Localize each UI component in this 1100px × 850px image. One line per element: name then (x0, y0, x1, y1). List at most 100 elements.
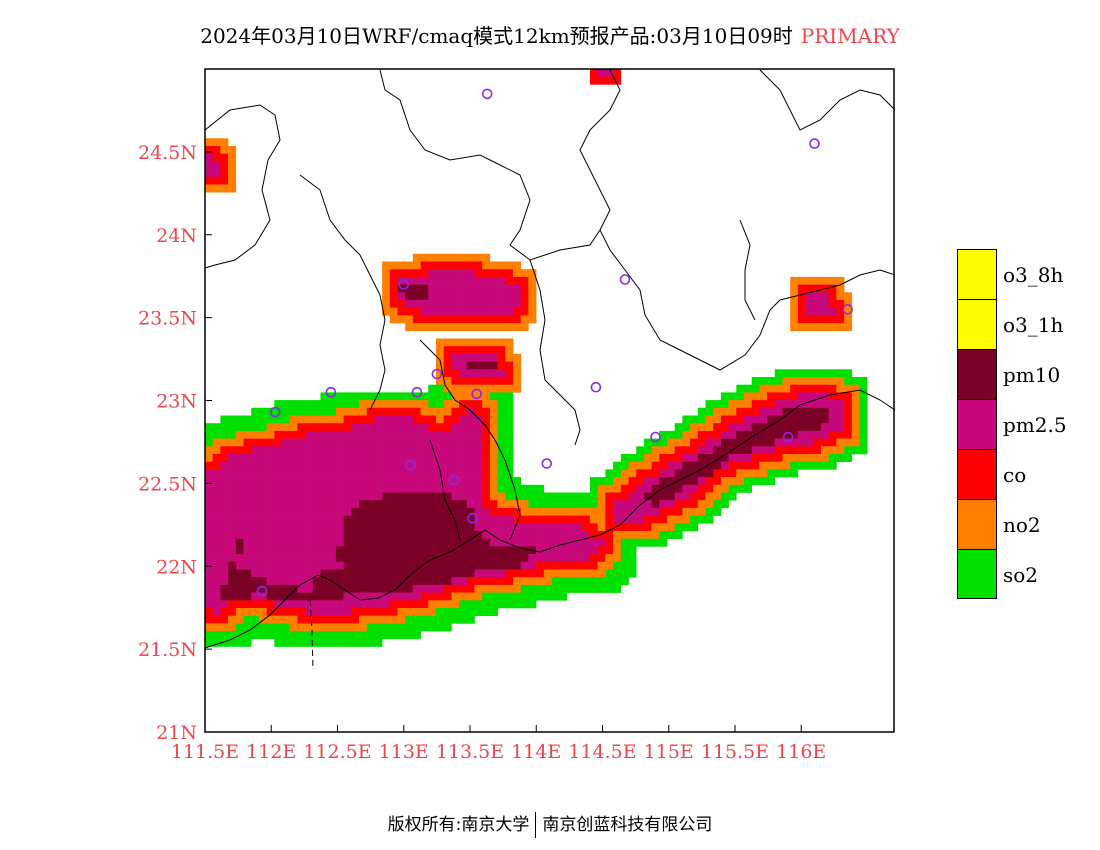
grid-cell-pm25 (335, 492, 344, 501)
grid-cell-no2 (497, 261, 506, 270)
grid-cell-so2 (274, 638, 283, 647)
grid-cell-pm10 (459, 507, 468, 516)
grid-cell-no2 (436, 253, 444, 262)
grid-cell-pm10 (682, 477, 691, 486)
grid-cell-pm10 (359, 531, 367, 539)
grid-cell-pm25 (482, 353, 491, 362)
grid-cell-co (774, 446, 783, 455)
grid-cell-no2 (482, 584, 491, 593)
grid-cell-no2 (821, 446, 829, 455)
grid-cell-so2 (590, 477, 598, 486)
grid-cell-co (505, 377, 514, 385)
province-boundary-north (204, 104, 281, 269)
grid-cell-pm25 (305, 477, 314, 486)
grid-cell-no2 (844, 307, 853, 316)
grid-cell-pm25 (289, 554, 298, 563)
grid-cell-no2 (782, 377, 791, 385)
grid-cell-pm10 (389, 515, 398, 524)
grid-cell-so2 (282, 400, 290, 409)
grid-cell-no2 (813, 377, 822, 385)
grid-cell-pm25 (282, 577, 290, 586)
grid-cell-pm25 (243, 538, 252, 547)
grid-cell-pm25 (466, 369, 475, 378)
grid-cell-so2 (844, 454, 853, 462)
grid-cell-no2 (335, 415, 344, 424)
grid-cell-pm25 (297, 561, 306, 570)
legend-item-so2: so2 (957, 549, 1100, 599)
grid-cell-pm25 (443, 307, 452, 316)
grid-cell-no2 (782, 461, 791, 470)
grid-cell-so2 (782, 469, 791, 478)
title-main: 2024年03月10日WRF/cmaq模式12km预报产品:03月10日09时 (200, 24, 793, 48)
grid-cell-co (751, 461, 760, 470)
grid-cell-co (728, 461, 737, 470)
grid-cell-pm25 (466, 307, 475, 316)
grid-cell-pm25 (228, 477, 237, 486)
grid-cell-pm25 (366, 438, 375, 447)
grid-cell-no2 (397, 608, 406, 616)
grid-cell-co (728, 469, 737, 478)
grid-cell-no2 (813, 323, 822, 332)
grid-cell-pm10 (813, 415, 822, 424)
grid-cell-pm25 (351, 430, 360, 439)
grid-cell-pm25 (312, 446, 321, 455)
grid-cell-pm25 (482, 515, 491, 524)
grid-cell-pm25 (374, 469, 383, 478)
grid-cell-co (482, 438, 491, 447)
grid-cell-co (713, 423, 722, 432)
grid-cell-pm25 (282, 561, 290, 570)
grid-cell-no2 (528, 284, 537, 293)
grid-cell-so2 (797, 461, 806, 470)
grid-cell-pm10 (744, 446, 752, 455)
grid-cell-so2 (767, 477, 776, 486)
grid-cell-pm25 (697, 477, 706, 486)
grid-cell-co (389, 608, 398, 616)
grid-cell-so2 (397, 631, 406, 640)
grid-cell-pm25 (305, 507, 314, 516)
grid-cell-pm25 (412, 477, 421, 486)
grid-cell-so2 (513, 492, 521, 501)
grid-cell-so2 (297, 638, 306, 647)
grid-cell-so2 (751, 384, 760, 393)
legend-label: co (1003, 463, 1027, 487)
grid-cell-so2 (505, 477, 514, 486)
grid-cell-no2 (697, 507, 706, 516)
x-tick-label: 115E (644, 741, 694, 763)
grid-cell-pm10 (420, 546, 429, 555)
grid-cell-so2 (659, 430, 668, 439)
grid-cell-pm10 (651, 484, 660, 493)
grid-cell-pm25 (212, 584, 221, 593)
grid-cell-pm25 (443, 269, 452, 278)
grid-cell-so2 (389, 623, 398, 632)
grid-cell-pm10 (420, 554, 429, 563)
station-marker (405, 459, 416, 471)
grid-cell-pm25 (359, 430, 367, 439)
y-tick-label: 24N (156, 225, 197, 247)
grid-cell-co (651, 515, 660, 524)
grid-cell-no2 (374, 400, 383, 409)
grid-cell-no2 (590, 507, 598, 516)
grid-cell-co (451, 346, 460, 355)
grid-cell-pm25 (220, 477, 229, 486)
grid-cell-so2 (528, 584, 537, 593)
grid-cell-no2 (528, 300, 537, 308)
grid-cell-co (420, 600, 429, 609)
grid-cell-so2 (497, 392, 506, 401)
grid-cell-pm25 (466, 423, 475, 432)
grid-cell-pm25 (320, 561, 329, 570)
grid-cell-so2 (243, 631, 252, 640)
grid-cell-so2 (205, 638, 213, 647)
grid-cell-pm25 (282, 454, 290, 462)
grid-cell-pm10 (405, 515, 414, 524)
grid-cell-pm25 (205, 584, 213, 593)
grid-cell-pm25 (212, 592, 221, 601)
grid-cell-no2 (366, 400, 375, 409)
grid-cell-pm25 (489, 523, 498, 532)
grid-cell-so2 (305, 631, 314, 640)
grid-cell-pm25 (251, 484, 260, 493)
grid-cell-co (497, 507, 506, 516)
grid-cell-so2 (520, 484, 529, 493)
grid-cell-so2 (543, 492, 552, 501)
grid-cell-so2 (497, 592, 506, 601)
grid-cell-no2 (266, 615, 275, 624)
